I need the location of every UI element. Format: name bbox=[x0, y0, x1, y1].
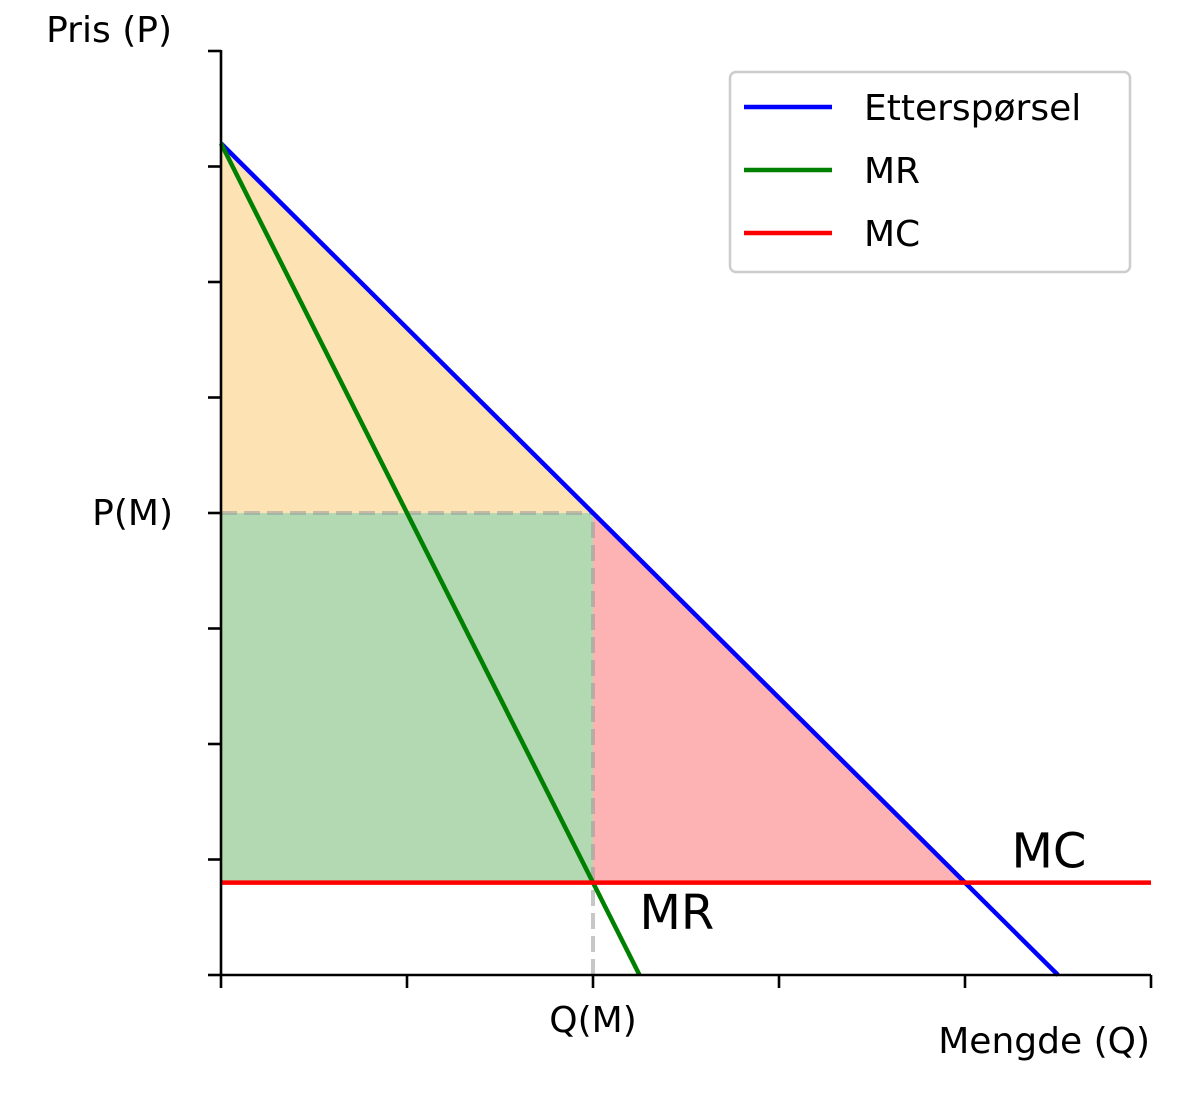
x-tick-label: Q(M) bbox=[549, 1000, 637, 1041]
legend-frame bbox=[728, 70, 1132, 274]
y-axis-label: Pris (P) bbox=[46, 10, 172, 51]
tick-labels: Q(M) P(M) bbox=[92, 493, 637, 1041]
legend-label: MR bbox=[864, 151, 920, 192]
legend: Etterspørsel MR MC bbox=[728, 70, 1132, 274]
x-axis-label: Mengde (Q) bbox=[938, 1021, 1150, 1062]
annotation-mc: MC bbox=[1012, 824, 1087, 880]
legend-label: Etterspørsel bbox=[864, 88, 1081, 129]
x-ticks bbox=[219, 975, 1153, 988]
annotations: MC MR bbox=[640, 824, 1087, 941]
mr-line bbox=[218, 142, 642, 977]
legend-label: MC bbox=[864, 214, 920, 255]
y-tick-label: P(M) bbox=[92, 493, 173, 534]
annotation-mr: MR bbox=[640, 885, 715, 941]
y-ticks bbox=[208, 49, 221, 977]
series-lines bbox=[218, 141, 1151, 977]
shaded-region-2 bbox=[221, 513, 593, 883]
demand-line bbox=[219, 141, 1060, 977]
